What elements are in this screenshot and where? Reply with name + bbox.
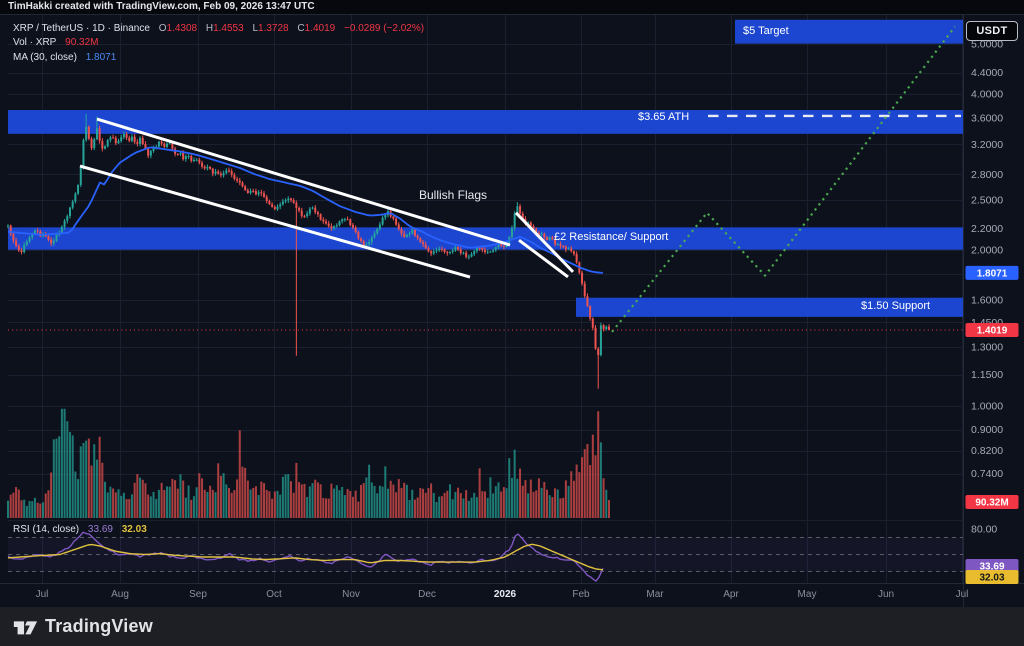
svg-text:1.1500: 1.1500 [971,369,1003,381]
ohlc-open-value: 1.4308 [166,23,198,34]
ma-legend[interactable]: MA (30, close) 1.8071 [13,52,116,63]
ath-label[interactable]: $3.65 ATH [638,111,690,123]
svg-text:2.2000: 2.2000 [971,223,1003,235]
rsi-ma-value: 32.03 [121,524,147,535]
svg-text:1.3000: 1.3000 [971,341,1003,353]
svg-text:90.32M: 90.32M [975,498,1008,509]
five-target-label[interactable]: $5 Target [743,25,789,37]
svg-text:May: May [798,589,817,600]
ohlc-high-label: H [205,23,214,34]
svg-text:Nov: Nov [342,589,360,600]
ohlc-low-value: 1.3728 [258,23,289,34]
svg-text:Apr: Apr [723,589,739,600]
attribution-text: TimHakki created with TradingView.com, F… [8,1,315,12]
volume-bars [7,408,610,518]
svg-text:2.5000: 2.5000 [971,194,1003,206]
tradingview-logo-icon[interactable] [12,614,38,640]
ohlc-high-value: 1.4553 [213,23,244,34]
rsi-legend[interactable]: RSI (14, close) 33.69 32.03 [13,524,147,535]
symbol-legend[interactable]: XRP / TetherUS · 1D · Binance O1.4308 H1… [13,23,424,34]
svg-text:3.2000: 3.2000 [971,139,1003,151]
svg-text:33.69: 33.69 [979,562,1004,573]
bullish-flags-label[interactable]: Bullish Flags [419,188,488,202]
svg-text:3.6000: 3.6000 [971,112,1003,124]
pane-separators [0,14,1024,607]
svg-text:1.8071: 1.8071 [977,268,1008,279]
symbol-title: XRP / TetherUS · 1D · Binance [13,23,150,34]
svg-text:2.8000: 2.8000 [971,169,1003,181]
two-resistance-label[interactable]: £2 Resistance/ Support [554,231,669,243]
currency-toggle-button[interactable]: USDT [966,21,1018,41]
bottom-toolbar: TradingView [0,607,1024,646]
svg-text:Dec: Dec [418,589,436,600]
svg-text:Mar: Mar [646,589,664,600]
svg-text:4.4000: 4.4000 [971,67,1003,79]
ohlc-close-label: C [297,23,305,34]
rsi-label: RSI (14, close) [13,524,80,535]
svg-text:Jul: Jul [956,589,969,600]
svg-text:Aug: Aug [111,589,129,600]
change-value: −0.0289 (−2.02%) [344,23,425,34]
svg-text:5.0000: 5.0000 [971,38,1003,50]
rsi-lines [7,531,604,582]
ohlc-open-label: O [158,23,167,34]
svg-text:2026: 2026 [494,589,517,600]
svg-text:0.7400: 0.7400 [971,468,1003,480]
tradingview-logo-text[interactable]: TradingView [45,616,153,636]
svg-text:2.0000: 2.0000 [971,245,1003,257]
volume-label: Vol · XRP [13,37,57,48]
svg-text:80.00: 80.00 [971,524,997,536]
svg-text:Sep: Sep [189,589,207,600]
ma-value: 1.8071 [85,52,117,63]
price-bands[interactable] [8,19,963,317]
one-fifty-support-label[interactable]: $1.50 Support [861,300,931,312]
svg-text:32.03: 32.03 [979,573,1004,584]
band-one_fifty_support [576,297,963,317]
svg-text:Oct: Oct [266,589,282,600]
volume-legend[interactable]: Vol · XRP 90.32M [13,37,99,48]
svg-text:1.0000: 1.0000 [971,401,1003,413]
ma-label: MA (30, close) [13,52,77,63]
rsi-value: 33.69 [87,524,113,535]
price-axis[interactable]: 5.0000 4.4000 4.0000 3.6000 3.2000 2.8000 2.50… [971,38,1003,569]
svg-text:1.6000: 1.6000 [971,295,1003,307]
trendlines[interactable] [79,117,575,279]
svg-text:1.4019: 1.4019 [977,325,1008,336]
band-ath [8,110,963,134]
svg-text:0.9000: 0.9000 [971,424,1003,436]
svg-text:Jul: Jul [36,589,49,600]
svg-text:Feb: Feb [572,589,590,600]
band-five_target [735,19,963,44]
svg-text:0.8200: 0.8200 [971,445,1003,457]
ohlc-low-label: L [252,23,259,34]
svg-text:4.0000: 4.0000 [971,89,1003,101]
volume-value: 90.32M [65,37,99,48]
attribution-bar: TimHakki created with TradingView.com, F… [0,0,1024,14]
svg-text:Jun: Jun [878,589,894,600]
time-axis[interactable]: Jul Aug Sep Oct Nov Dec 2026 Feb Mar Apr May Jun Jul [36,589,969,600]
ohlc-close-value: 1.4019 [304,23,336,34]
